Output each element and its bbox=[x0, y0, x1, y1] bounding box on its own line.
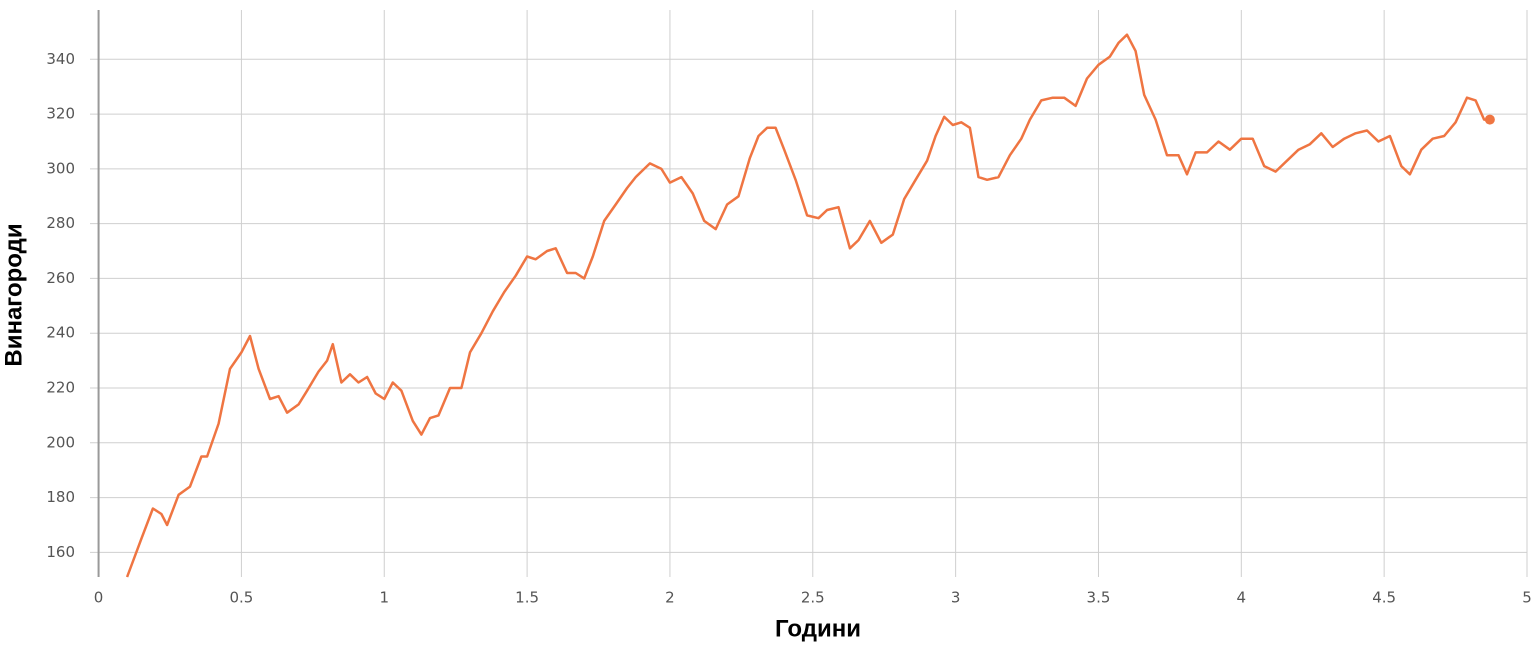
y-tick-label: 160 bbox=[46, 543, 75, 561]
x-tick-label: 4 bbox=[1237, 589, 1247, 607]
y-tick-label: 260 bbox=[46, 269, 75, 287]
x-tick-label: 1.5 bbox=[515, 589, 539, 607]
y-axis-title: Винагороди bbox=[0, 223, 27, 366]
y-tick-label: 180 bbox=[46, 488, 75, 506]
y-tick-label: 240 bbox=[46, 324, 75, 342]
x-tick-label: 1 bbox=[379, 589, 389, 607]
x-tick-label: 0 bbox=[94, 589, 104, 607]
y-tick-label: 340 bbox=[46, 50, 75, 68]
y-tick-label: 280 bbox=[46, 214, 75, 232]
x-tick-label: 5 bbox=[1522, 589, 1531, 607]
y-tick-label: 200 bbox=[46, 433, 75, 451]
x-tick-label: 0.5 bbox=[229, 589, 253, 607]
x-tick-label: 2.5 bbox=[801, 589, 825, 607]
x-tick-label: 3.5 bbox=[1087, 589, 1111, 607]
y-tick-label: 220 bbox=[46, 379, 75, 397]
line bbox=[125, 33, 1490, 578]
x-tick-label: 4.5 bbox=[1372, 589, 1396, 607]
x-axis-title: Години bbox=[775, 615, 861, 642]
x-tick-label: 3 bbox=[951, 589, 961, 607]
end-point bbox=[1484, 114, 1495, 125]
y-tick-label: 320 bbox=[46, 105, 75, 123]
x-tick-label: 2 bbox=[665, 589, 675, 607]
y-tick-label: 300 bbox=[46, 159, 75, 177]
